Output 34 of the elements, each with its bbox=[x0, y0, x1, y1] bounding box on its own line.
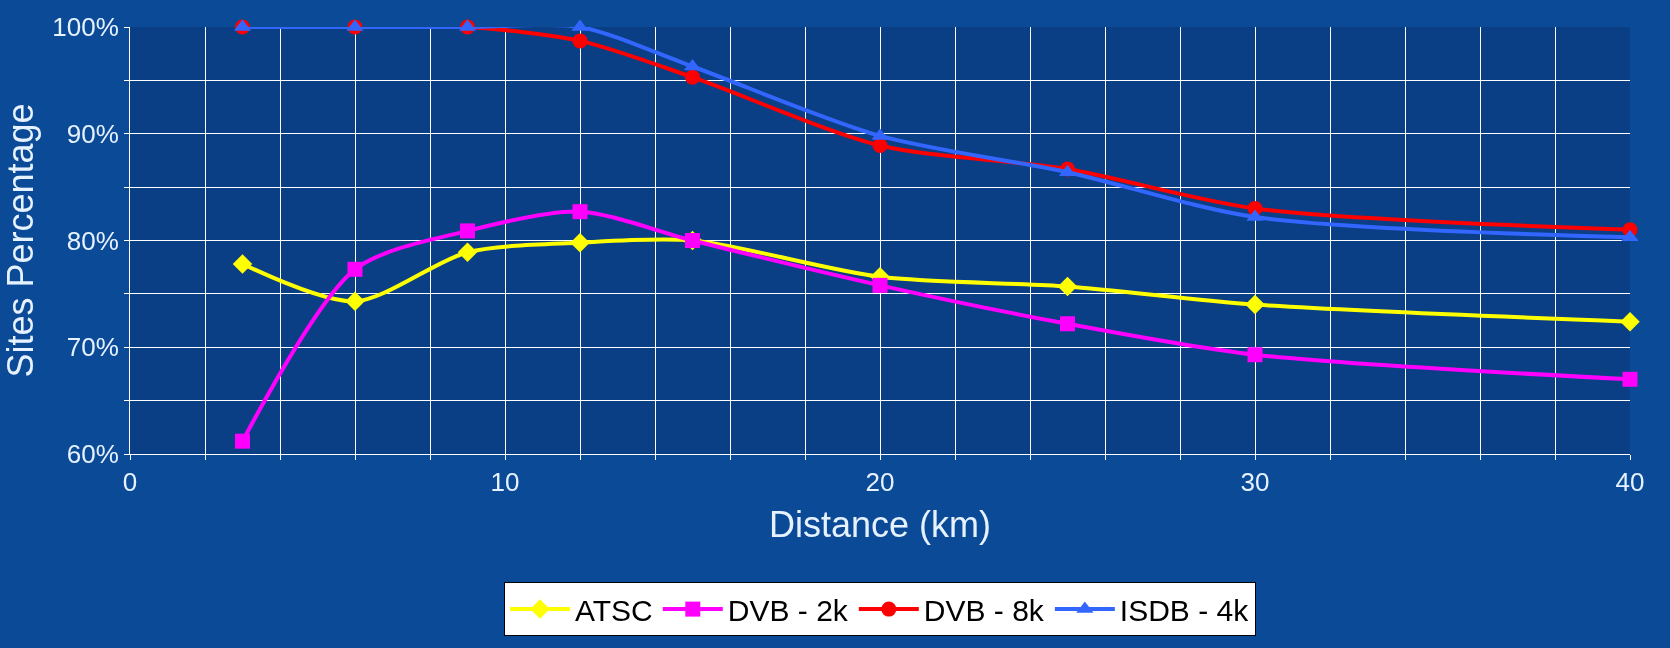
point bbox=[457, 242, 478, 262]
point bbox=[1060, 316, 1075, 332]
legend-label: ATSC bbox=[575, 593, 653, 627]
point bbox=[345, 291, 365, 312]
y-tick-label: 100% bbox=[52, 12, 119, 43]
x-tick-label: 40 bbox=[1615, 467, 1645, 498]
x-tick-label: 30 bbox=[1240, 467, 1270, 498]
point bbox=[460, 223, 475, 239]
point bbox=[572, 204, 588, 220]
legend-label: DVB - 2k bbox=[727, 593, 849, 627]
y-tick-label: 90% bbox=[66, 118, 119, 149]
point bbox=[1247, 347, 1263, 363]
point bbox=[570, 232, 590, 253]
point bbox=[1621, 229, 1639, 242]
point bbox=[1620, 311, 1640, 332]
y-tick-label: 60% bbox=[66, 439, 119, 470]
x-tick-label: 20 bbox=[865, 467, 895, 498]
point bbox=[1245, 294, 1265, 315]
y-tick-label: 70% bbox=[66, 332, 119, 363]
point bbox=[685, 69, 700, 85]
y-tick-label: 80% bbox=[66, 225, 119, 256]
legend-label: ISDB - 4k bbox=[1119, 593, 1250, 627]
x-tick-label: 0 bbox=[122, 467, 138, 498]
point bbox=[572, 33, 588, 49]
legend-label: DVB - 8k bbox=[923, 593, 1045, 627]
x-axis-title: Distance (km) bbox=[768, 503, 992, 545]
point bbox=[1057, 276, 1078, 297]
x-tick-label: 10 bbox=[490, 467, 520, 498]
point bbox=[1622, 371, 1638, 387]
y-axis-title: Sites Percentage bbox=[0, 103, 41, 378]
point bbox=[872, 277, 888, 293]
point bbox=[347, 261, 363, 277]
point bbox=[232, 254, 253, 274]
point bbox=[235, 433, 250, 449]
